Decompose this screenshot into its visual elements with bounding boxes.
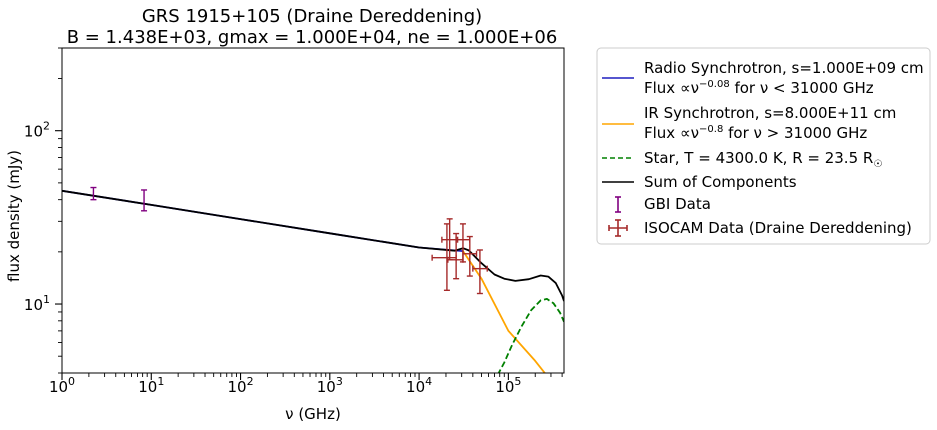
errorbar-point-0-1 [141, 189, 148, 212]
legend: Radio Synchrotron, s=1.000E+09 cm Flux ∝… [596, 47, 931, 245]
x-tick-label-3: 103 [317, 375, 343, 396]
series-line-2 [497, 297, 564, 373]
legend-label-sum: Sum of Components [644, 173, 797, 191]
series-line-3 [62, 189, 564, 302]
errorbar-point-1-1 [441, 218, 459, 261]
legend-label-ir-line1: IR Synchrotron, s=8.000E+11 cm [644, 104, 896, 122]
chart-title: GRS 1915+105 (Draine Dereddening) [142, 6, 482, 27]
legend-label-gbi: GBI Data [644, 195, 711, 213]
series-layer [62, 189, 564, 373]
chart-subtitle: B = 1.438E+03, gmax = 1.000E+04, ne = 1.… [67, 27, 558, 48]
legend-label-ir-line2: Flux ∝ν−0.8 for ν > 31000 GHz [644, 124, 867, 142]
x-axis-label: ν (GHz) [285, 405, 341, 423]
legend-label-star: Star, T = 4300.0 K, R = 23.5 R☉ [644, 149, 882, 170]
errorbar-point-1-5 [472, 249, 488, 295]
y-axis-label: flux density (mJy) [5, 150, 23, 282]
legend-swatch-isocam [608, 219, 628, 237]
series-line-1 [462, 250, 546, 373]
legend-frame [596, 47, 931, 245]
y-tick-label-1: 102 [24, 120, 50, 141]
x-tick-label-0: 100 [49, 375, 75, 396]
x-tick-label-1: 101 [138, 375, 164, 396]
tick-layer: 100 101 102 103 104 105 101 102 [24, 47, 563, 396]
errorbar-point-0-0 [90, 186, 97, 201]
legend-swatch-gbi [615, 196, 621, 213]
errorbar-point-1-0 [431, 223, 457, 292]
plot-frame [61, 47, 565, 374]
x-tick-label-2: 102 [227, 375, 253, 396]
x-tick-label-5: 105 [495, 375, 521, 396]
y-tick-label-0: 101 [24, 293, 50, 314]
errorbar-point-1-4 [462, 235, 478, 277]
x-tick-label-4: 104 [406, 375, 432, 396]
errorbar-layer [90, 186, 488, 295]
legend-label-radio-line2: Flux ∝ν−0.08 for ν < 31000 GHz [644, 79, 874, 97]
legend-label-isocam: ISOCAM Data (Draine Dereddening) [644, 219, 912, 237]
legend-label-radio-line1: Radio Synchrotron, s=1.000E+09 cm [644, 59, 924, 77]
